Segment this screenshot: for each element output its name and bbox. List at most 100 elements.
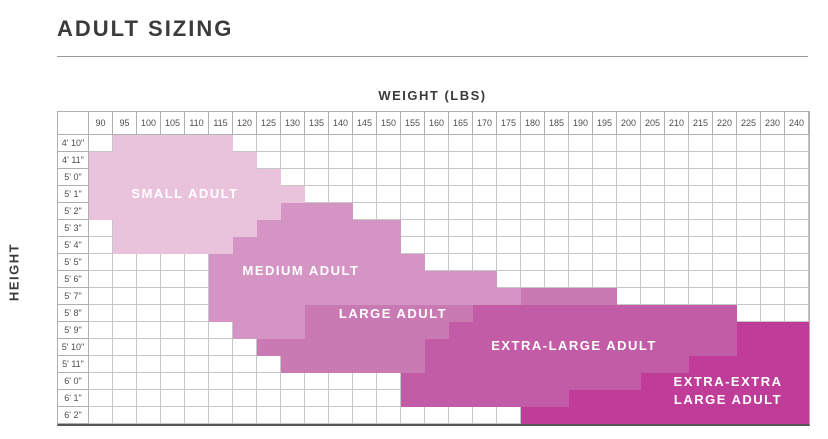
size-region-large-adult — [305, 322, 449, 339]
grid-cell — [497, 135, 521, 152]
grid-cell — [161, 373, 185, 390]
grid-cell — [137, 271, 161, 288]
size-region-large-adult — [521, 288, 617, 305]
grid-cell — [401, 237, 425, 254]
weight-header-cell: 95 — [113, 112, 137, 135]
grid-cell — [353, 203, 377, 220]
grid-cell — [545, 169, 569, 186]
grid-cell — [305, 169, 329, 186]
size-region-medium-adult — [209, 305, 305, 322]
grid-cell — [425, 220, 449, 237]
grid-cell — [113, 390, 137, 407]
grid-cell — [425, 186, 449, 203]
grid-cell — [641, 135, 665, 152]
height-row-label: 5' 5" — [58, 254, 89, 271]
weight-header-cell: 215 — [689, 112, 713, 135]
size-region-extra-large-adult — [449, 322, 737, 339]
grid-cell — [161, 322, 185, 339]
grid-cell — [665, 186, 689, 203]
grid-cell — [545, 271, 569, 288]
grid-cell — [377, 390, 401, 407]
grid-cell — [185, 356, 209, 373]
grid-cell — [737, 169, 761, 186]
grid-cell — [113, 271, 137, 288]
height-label-column: 4' 10" 4' 11" 5' 0" 5' 1" 5' 2" 5' 3" 5' 4" 5' … — [58, 135, 89, 424]
grid-cell — [689, 288, 713, 305]
grid-cell — [761, 254, 785, 271]
weight-header-cell: 155 — [401, 112, 425, 135]
grid-cell — [89, 135, 113, 152]
grid-cell — [281, 135, 305, 152]
weight-axis-label: WEIGHT (LBS) — [378, 88, 487, 103]
grid-cell — [569, 186, 593, 203]
grid-cell — [785, 152, 809, 169]
grid-cell — [377, 186, 401, 203]
grid-cell — [257, 135, 281, 152]
grid-cell — [665, 237, 689, 254]
grid-cell — [473, 254, 497, 271]
grid-cell — [89, 407, 113, 424]
grid-cell — [185, 254, 209, 271]
size-region-medium-adult — [209, 271, 497, 288]
grid-cell — [761, 237, 785, 254]
grid-cell — [449, 169, 473, 186]
grid-cell — [113, 356, 137, 373]
corner-cell — [58, 112, 89, 135]
weight-header-cell: 100 — [137, 112, 161, 135]
grid-cell — [449, 220, 473, 237]
size-region-medium-adult — [281, 203, 353, 220]
grid-cell — [89, 322, 113, 339]
grid-cell — [713, 254, 737, 271]
grid-cell — [473, 169, 497, 186]
grid-cell — [593, 254, 617, 271]
weight-header-cell: 185 — [545, 112, 569, 135]
height-row-label: 5' 3" — [58, 220, 89, 237]
grid-cell — [617, 271, 641, 288]
grid-cell — [353, 186, 377, 203]
grid-cell — [185, 288, 209, 305]
grid-cell — [281, 373, 305, 390]
grid-cell — [641, 186, 665, 203]
grid-cell — [617, 203, 641, 220]
grid-cell — [761, 288, 785, 305]
grid-cell — [185, 339, 209, 356]
grid-cell — [617, 254, 641, 271]
weight-header-cell: 225 — [737, 112, 761, 135]
grid-cell — [641, 237, 665, 254]
grid-cell — [401, 203, 425, 220]
grid-cell — [569, 135, 593, 152]
grid-cell — [473, 237, 497, 254]
grid-cell — [737, 152, 761, 169]
grid-cell — [473, 220, 497, 237]
grid-cell — [665, 203, 689, 220]
grid-cell — [89, 339, 113, 356]
grid-cell — [449, 254, 473, 271]
weight-header-cell: 110 — [185, 112, 209, 135]
grid-cell — [137, 356, 161, 373]
sizing-grid: 90 95 100 105 110 115 120 125 130 135 140 145 150 155… — [57, 111, 810, 426]
grid-cell — [137, 288, 161, 305]
grid-cell — [617, 220, 641, 237]
grid-cell — [305, 390, 329, 407]
size-region-extra-extra-large-adult — [689, 356, 809, 373]
region-label-line: EXTRA-LARGE ADULT — [491, 338, 657, 353]
grid-cell — [689, 169, 713, 186]
grid-cell — [593, 186, 617, 203]
grid-cell — [305, 407, 329, 424]
grid-cell — [737, 305, 761, 322]
region-label-line: LARGE ADULT — [673, 392, 783, 407]
grid-cell — [89, 288, 113, 305]
grid-cell — [641, 254, 665, 271]
grid-cell — [569, 254, 593, 271]
size-region-extra-extra-large-adult — [737, 322, 809, 339]
grid-cell — [521, 186, 545, 203]
grid-cell — [209, 390, 233, 407]
grid-cell — [593, 135, 617, 152]
grid-cell — [593, 169, 617, 186]
grid-cell — [785, 203, 809, 220]
grid-cell — [785, 135, 809, 152]
grid-cell — [521, 152, 545, 169]
weight-header-cell: 125 — [257, 112, 281, 135]
grid-cell — [161, 356, 185, 373]
weight-header-cell: 90 — [89, 112, 113, 135]
